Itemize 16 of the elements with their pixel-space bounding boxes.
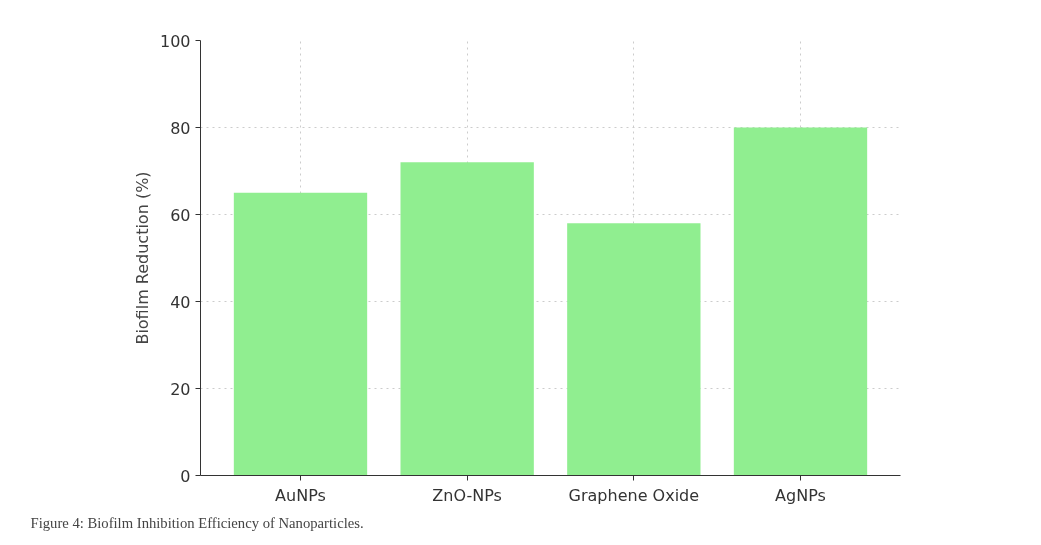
y-tick-label: 80 (170, 118, 191, 138)
x-tick-label: ZnO-NPs (432, 485, 502, 505)
y-tick-label: 40 (170, 292, 191, 312)
bar (567, 223, 701, 476)
bar (400, 162, 534, 476)
x-tick-label: AuNPs (275, 485, 326, 505)
bar (733, 127, 868, 476)
y-tick-label: 20 (170, 379, 191, 399)
bar (233, 192, 368, 476)
y-tick-label: 0 (180, 466, 191, 486)
y-tick-label: 60 (170, 205, 191, 225)
x-tick-label: AgNPs (775, 485, 826, 505)
x-tick-label: Graphene Oxide (568, 485, 700, 505)
caption: Figure 4: Biofilm Inhibition Efficiency of Nanoparticles. (30, 514, 364, 531)
y-tick-label: 100 (159, 31, 191, 51)
y-axis-title: Biofilm Reduction (%) (132, 171, 152, 345)
